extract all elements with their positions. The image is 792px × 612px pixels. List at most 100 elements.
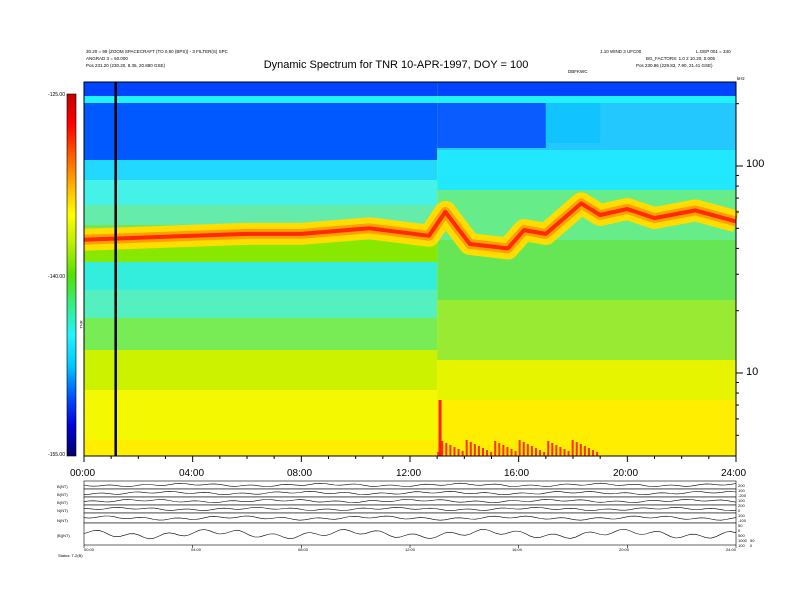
spectrogram-band-right-6 <box>437 300 736 360</box>
burst-27 <box>547 441 550 456</box>
panel-rtick-9: 50 <box>738 523 743 528</box>
burst-28 <box>551 443 554 456</box>
burst-6 <box>461 451 464 456</box>
burst-4 <box>453 447 456 456</box>
panel-label-1: B(NT) <box>57 484 68 489</box>
burst-35 <box>579 444 582 456</box>
panel-rtick-10: 0 <box>738 528 741 533</box>
time-tick-0000: 00:00 <box>70 468 96 479</box>
burst-12 <box>486 450 489 456</box>
burst-37 <box>587 448 590 456</box>
spectrogram-band-left-2 <box>84 103 438 160</box>
burst-16 <box>502 445 505 456</box>
header-right-line-2: BG_FACTORS: 1.0 2 10.20, 0.005 <box>646 56 715 61</box>
freq-unit-label: kHz <box>737 76 745 81</box>
panel-xtick-6: 24:00 <box>726 547 737 552</box>
spectrogram-band-left-4 <box>84 180 438 205</box>
spectrogram-cyan-region <box>545 103 601 143</box>
colorbar <box>66 93 77 457</box>
panel-rtick-11: 500 <box>738 533 745 538</box>
header-left-line-2: ANGRAD 3 = 50.000 <box>86 56 128 61</box>
spectrogram-band-right-1 <box>437 96 736 103</box>
spectrogram-band-left-3 <box>84 160 438 180</box>
spectrogram-band-left-0 <box>84 82 438 96</box>
line-panel-trace-2 <box>83 498 737 504</box>
time-tick-2000: 20:00 <box>613 468 639 479</box>
burst-0 <box>437 452 440 456</box>
colorbar-tick-bottom: -155.00 <box>48 452 65 458</box>
status-footer: Status: T-2(B) <box>58 553 83 558</box>
burst-10 <box>477 446 480 456</box>
burst-15 <box>498 443 501 456</box>
panel-rtick-6: 0 <box>738 508 741 513</box>
freq-tick-100: 100 <box>746 158 765 170</box>
spectrogram-band-left-1 <box>84 96 438 103</box>
burst-39 <box>596 452 599 456</box>
spectrogram-band-right-0 <box>437 82 736 96</box>
burst-31 <box>563 449 566 456</box>
spectrogram-band-left-10 <box>84 350 438 390</box>
burst-19 <box>514 451 517 456</box>
colorbar-tick-top: -125.00 <box>48 92 65 98</box>
burst-30 <box>559 447 562 456</box>
panel-rtick-3: -200 <box>738 493 747 498</box>
burst-32 <box>567 451 570 456</box>
panel-rtick-8: -100 <box>738 518 747 523</box>
burst-26 <box>543 452 546 456</box>
panel-label-2: B(NT) <box>57 492 68 497</box>
burst-20 <box>518 440 521 456</box>
line-panel-0 <box>83 480 737 490</box>
header-left-line-1: 30.20 = 99 (ZOOM SPACECRAFT (TO 0.90 (BP… <box>86 49 228 54</box>
panel-label-3: B(NT) <box>57 500 68 505</box>
header-left-line-3: Pos 231.20 (230.20, 8.35, 20.880 GSE) <box>86 63 166 68</box>
line-panel-trace-5 <box>83 529 737 540</box>
line-panel-2 <box>83 496 737 506</box>
header-right-line-3: Pos 230.86 (229.83, 7.90, 21.41 GSE) <box>636 63 713 68</box>
line-panel-trace-4 <box>83 515 737 521</box>
burst-29 <box>555 445 558 456</box>
time-tick-1200: 12:00 <box>396 468 422 479</box>
colorbar-label: TNR <box>78 320 84 329</box>
burst-5 <box>457 449 460 456</box>
burst-3 <box>449 445 452 456</box>
header-right-line-1a: 1.10 WIND 3 UFC00 <box>600 49 642 54</box>
panel-xtick-1: 04:00 <box>191 547 202 552</box>
panel-rtick-5: 200 <box>738 503 745 508</box>
panel-rtick-1: 200 <box>738 483 745 488</box>
panel-xtick-2: 08:00 <box>298 547 309 552</box>
panel-rtick-15: 0 <box>750 543 753 548</box>
burst-main <box>438 400 442 456</box>
colorbar-tick-mid: -140.00 <box>48 274 65 280</box>
panel-rtick-13: 100 <box>738 543 745 548</box>
burst-18 <box>510 449 513 456</box>
burst-23 <box>530 446 533 456</box>
spectrogram-band-left-7 <box>84 262 438 290</box>
time-tick-2400: 24:00 <box>721 468 747 479</box>
burst-33 <box>571 440 574 456</box>
panel-xtick-3: 12:00 <box>405 547 416 552</box>
burst-9 <box>473 444 476 456</box>
burst-24 <box>534 448 537 456</box>
burst-38 <box>592 450 595 456</box>
burst-1 <box>441 441 444 456</box>
spectrogram-dark-region <box>437 103 546 148</box>
panel-xtick-4: 16:00 <box>512 547 523 552</box>
time-tick-1600: 16:00 <box>504 468 530 479</box>
burst-34 <box>575 442 578 456</box>
burst-2 <box>445 443 448 456</box>
panel-label-6: |B|(NT) <box>57 533 70 538</box>
spectrogram-band-right-7 <box>437 360 736 400</box>
line-panel-trace-1 <box>83 490 737 496</box>
time-tick-0400: 04:00 <box>179 468 205 479</box>
plasma-line <box>83 201 737 251</box>
burst-8 <box>469 442 472 456</box>
panel-xtick-0: 00:00 <box>84 547 95 552</box>
burst-7 <box>465 440 468 456</box>
burst-14 <box>494 441 497 456</box>
burst-17 <box>506 447 509 456</box>
spectrogram-band-left-8 <box>84 290 438 318</box>
burst-25 <box>539 450 542 456</box>
panel-xtick-5: 20:00 <box>619 547 630 552</box>
freq-tick-10: 10 <box>746 366 759 378</box>
